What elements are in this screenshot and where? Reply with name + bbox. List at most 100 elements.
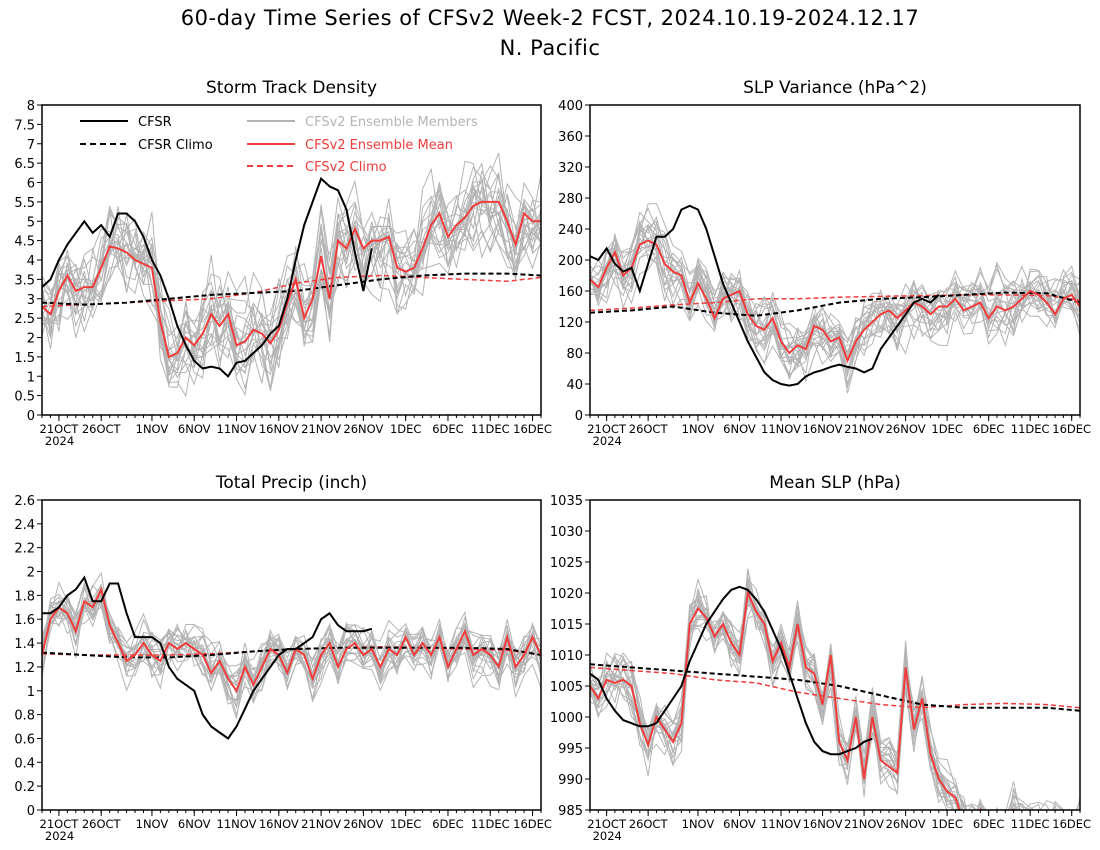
cfsv2-climo-line: [590, 294, 1080, 312]
panel-frame: [41, 499, 542, 811]
y-tick-label: 1005: [550, 680, 583, 695]
ensemble-member-line: [42, 162, 541, 377]
y-tick-label: 200: [558, 254, 583, 269]
x-tick-label: 26OCT: [629, 817, 669, 831]
cfsr-climo-line: [590, 291, 1080, 317]
y-tick-label: 2.2: [14, 542, 35, 557]
y-tick-label: 160: [558, 285, 583, 300]
ensemble-member-line: [590, 232, 1080, 385]
y-tick-label: 2: [27, 332, 35, 347]
x-tick-label: 21OCT: [587, 817, 627, 831]
x-tick-label: 21NOV: [844, 422, 884, 436]
x-tick-label: 21NOV: [301, 817, 341, 831]
cfsr-line: [42, 176, 373, 378]
x-tick-label: 6DEC: [432, 422, 463, 436]
y-tick-label: 4.5: [14, 235, 35, 250]
panel-0: Storm Track Density 0 0.5 1 1.5 2 2.5 3 3.5 4 4.5 5…: [14, 78, 552, 448]
y-tick-label: 1025: [550, 556, 583, 571]
x-tick-label: 16NOV: [259, 422, 299, 436]
ensemble-member-line: [42, 581, 541, 681]
y-tick-label: 0.4: [14, 756, 35, 771]
cfsr-climo-line: [42, 646, 541, 659]
x-tick-label: 6DEC: [973, 422, 1004, 436]
x-tick-label: 26OCT: [629, 422, 669, 436]
x-tick-label: 26OCT: [82, 422, 122, 436]
y-tick-label: 3.5: [14, 273, 35, 288]
cfsv2-climo-line: [42, 645, 541, 656]
y-tick-label: 40: [566, 378, 583, 393]
cfsr-line: [590, 204, 940, 387]
panel-title: Storm Track Density: [206, 78, 377, 98]
cfsv2-climo-line: [590, 666, 1080, 709]
y-tick-label: 120: [558, 316, 583, 331]
y-tick-label: 0.2: [14, 780, 35, 795]
panel-3: Mean SLP (hPa) 985 990 995 1000 1005 1010 1015 1…: [550, 473, 1091, 843]
y-tick-label: 990: [558, 773, 583, 788]
panel-title: Total Precip (inch): [215, 473, 367, 493]
x-tick-label: 26NOV: [343, 422, 383, 436]
ensemble-mean-line: [590, 239, 1080, 364]
plot-area: [42, 152, 541, 398]
legend-cfsr-climo-label: CFSR Climo: [138, 138, 213, 153]
x-tick-label: 1NOV: [136, 817, 169, 831]
y-tick-label: 985: [558, 804, 583, 819]
x-tick-label: 1NOV: [136, 422, 169, 436]
x-tick-label: 1DEC: [390, 422, 421, 436]
x-tick-label: 26NOV: [886, 422, 926, 436]
x-tick-label: 16NOV: [803, 422, 843, 436]
panel-frame: [589, 499, 1081, 811]
y-tick-label: 80: [566, 347, 583, 362]
legend: CFSR CFSR Climo CFSv2 Ensemble Members CFSv…: [80, 115, 478, 175]
y-tick-label: 360: [558, 130, 583, 145]
x-tick-label: 1NOV: [682, 422, 715, 436]
ensemble-member-line: [590, 577, 1031, 810]
x-tick-label: 21OCT: [40, 817, 80, 831]
y-tick-label: 0.5: [14, 390, 35, 405]
x-tick-label: 6DEC: [973, 817, 1004, 831]
panel-2: Total Precip (inch) 0 0.2 0.4 0.6 0.8 1 1.2 1.4 1…: [14, 473, 552, 843]
y-tick-label: 1.6: [14, 613, 35, 628]
legend-cfsr-label: CFSR: [138, 115, 172, 130]
y-tick-label: 1020: [550, 587, 583, 602]
plot-area: [590, 568, 1080, 810]
y-tick-label: 5.5: [14, 196, 35, 211]
ensemble-member-line: [590, 220, 1080, 363]
y-tick-label: 0: [575, 409, 583, 424]
y-tick-label: 1.5: [14, 351, 35, 366]
y-tick-label: 240: [558, 223, 583, 238]
x-tick-label: 11NOV: [761, 817, 801, 831]
x-tick-label: 21NOV: [844, 817, 884, 831]
ensemble-mean-line: [590, 589, 1016, 810]
y-tick-label: 3: [27, 293, 35, 308]
panel-title: Mean SLP (hPa): [769, 473, 901, 493]
x-tick-label: 11NOV: [761, 422, 801, 436]
y-tick-label: 7.5: [14, 118, 35, 133]
y-tick-label: 7: [27, 138, 35, 153]
x-tick-label: 21NOV: [301, 422, 341, 436]
legend-members-label: CFSv2 Ensemble Members: [305, 115, 478, 130]
x-year-label: 2024: [593, 434, 622, 448]
y-tick-label: 400: [558, 99, 583, 114]
y-tick-label: 1035: [550, 494, 583, 509]
y-tick-label: 2.4: [14, 518, 35, 533]
y-tick-label: 0.8: [14, 709, 35, 724]
x-tick-label: 11DEC: [1011, 422, 1050, 436]
y-tick-label: 1.2: [14, 661, 35, 676]
panel-title: SLP Variance (hPa^2): [743, 78, 927, 98]
x-tick-label: 1DEC: [390, 817, 421, 831]
y-tick-label: 8: [27, 99, 35, 114]
y-tick-label: 4: [27, 254, 35, 269]
y-tick-label: 2.5: [14, 312, 35, 327]
x-tick-label: 21OCT: [587, 422, 627, 436]
y-tick-label: 2.6: [14, 494, 35, 509]
x-tick-label: 21OCT: [40, 422, 80, 436]
x-tick-label: 16DEC: [513, 422, 552, 436]
x-year-label: 2024: [45, 829, 74, 843]
x-tick-label: 6NOV: [723, 817, 756, 831]
y-tick-label: 0: [27, 409, 35, 424]
ensemble-member-line: [590, 579, 1022, 810]
x-tick-label: 26NOV: [886, 817, 926, 831]
legend-ensemble-mean-label: CFSv2 Ensemble Mean: [305, 138, 453, 153]
y-tick-label: 2: [27, 566, 35, 581]
